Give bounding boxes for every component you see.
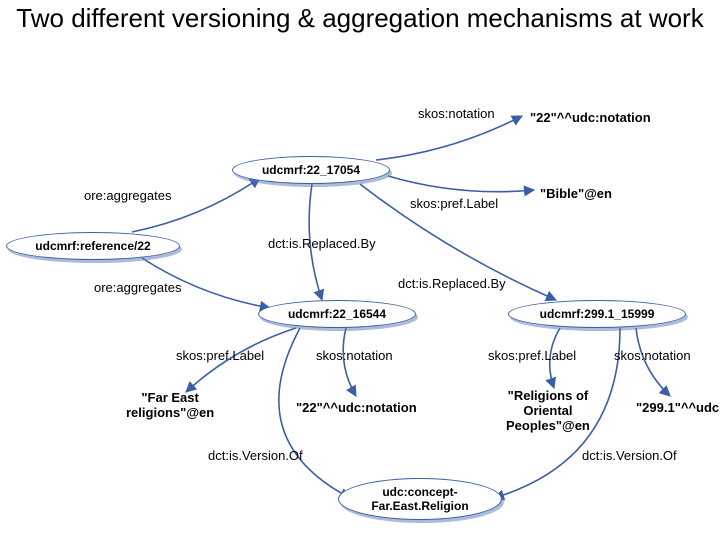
label-l_preflabel3: skos:pref.Label: [488, 348, 576, 363]
edge-2: [376, 116, 522, 160]
label-l_22b: "22"^^udc:notation: [296, 400, 417, 415]
node-n_22_16544: udcmrf:22_16544: [258, 300, 416, 328]
label-l_preflabel2: skos:pref.Label: [176, 348, 264, 363]
label-l_ver1: dct:is.Version.Of: [208, 448, 303, 463]
label-l_repl1: dct:is.Replaced.By: [268, 236, 376, 251]
label-l_preflabel1: skos:pref.Label: [410, 196, 498, 211]
slide-title: Two different versioning & aggregation m…: [0, 4, 720, 34]
label-l_fareast: "Far East religions"@en: [126, 390, 214, 420]
label-l_ver2: dct:is.Version.Of: [582, 448, 677, 463]
label-l_repl2: dct:is.Replaced.By: [398, 276, 506, 291]
label-l_religions: "Religions of Oriental Peoples"@en: [506, 388, 590, 433]
label-l_notation2: skos:notation: [316, 348, 393, 363]
edge-3: [388, 176, 534, 192]
label-l_agg2: ore:aggregates: [94, 280, 181, 295]
node-n_concept: udc:concept- Far.East.Religion: [338, 478, 502, 520]
label-l_agg1: ore:aggregates: [84, 188, 171, 203]
node-n_299: udcmrf:299.1_15999: [508, 300, 686, 328]
label-l_notation1: skos:notation: [418, 106, 495, 121]
label-l_2991: "299.1"^^udc: [636, 400, 719, 415]
label-l_notation3: skos:notation: [614, 348, 691, 363]
node-n_22_17054: udcmrf:22_17054: [232, 156, 390, 184]
label-l_22a: "22"^^udc:notation: [530, 110, 651, 125]
edge-0: [132, 178, 260, 232]
label-l_bible: "Bible"@en: [540, 186, 612, 201]
node-n_ref22: udcmrf:reference/22: [6, 232, 180, 260]
